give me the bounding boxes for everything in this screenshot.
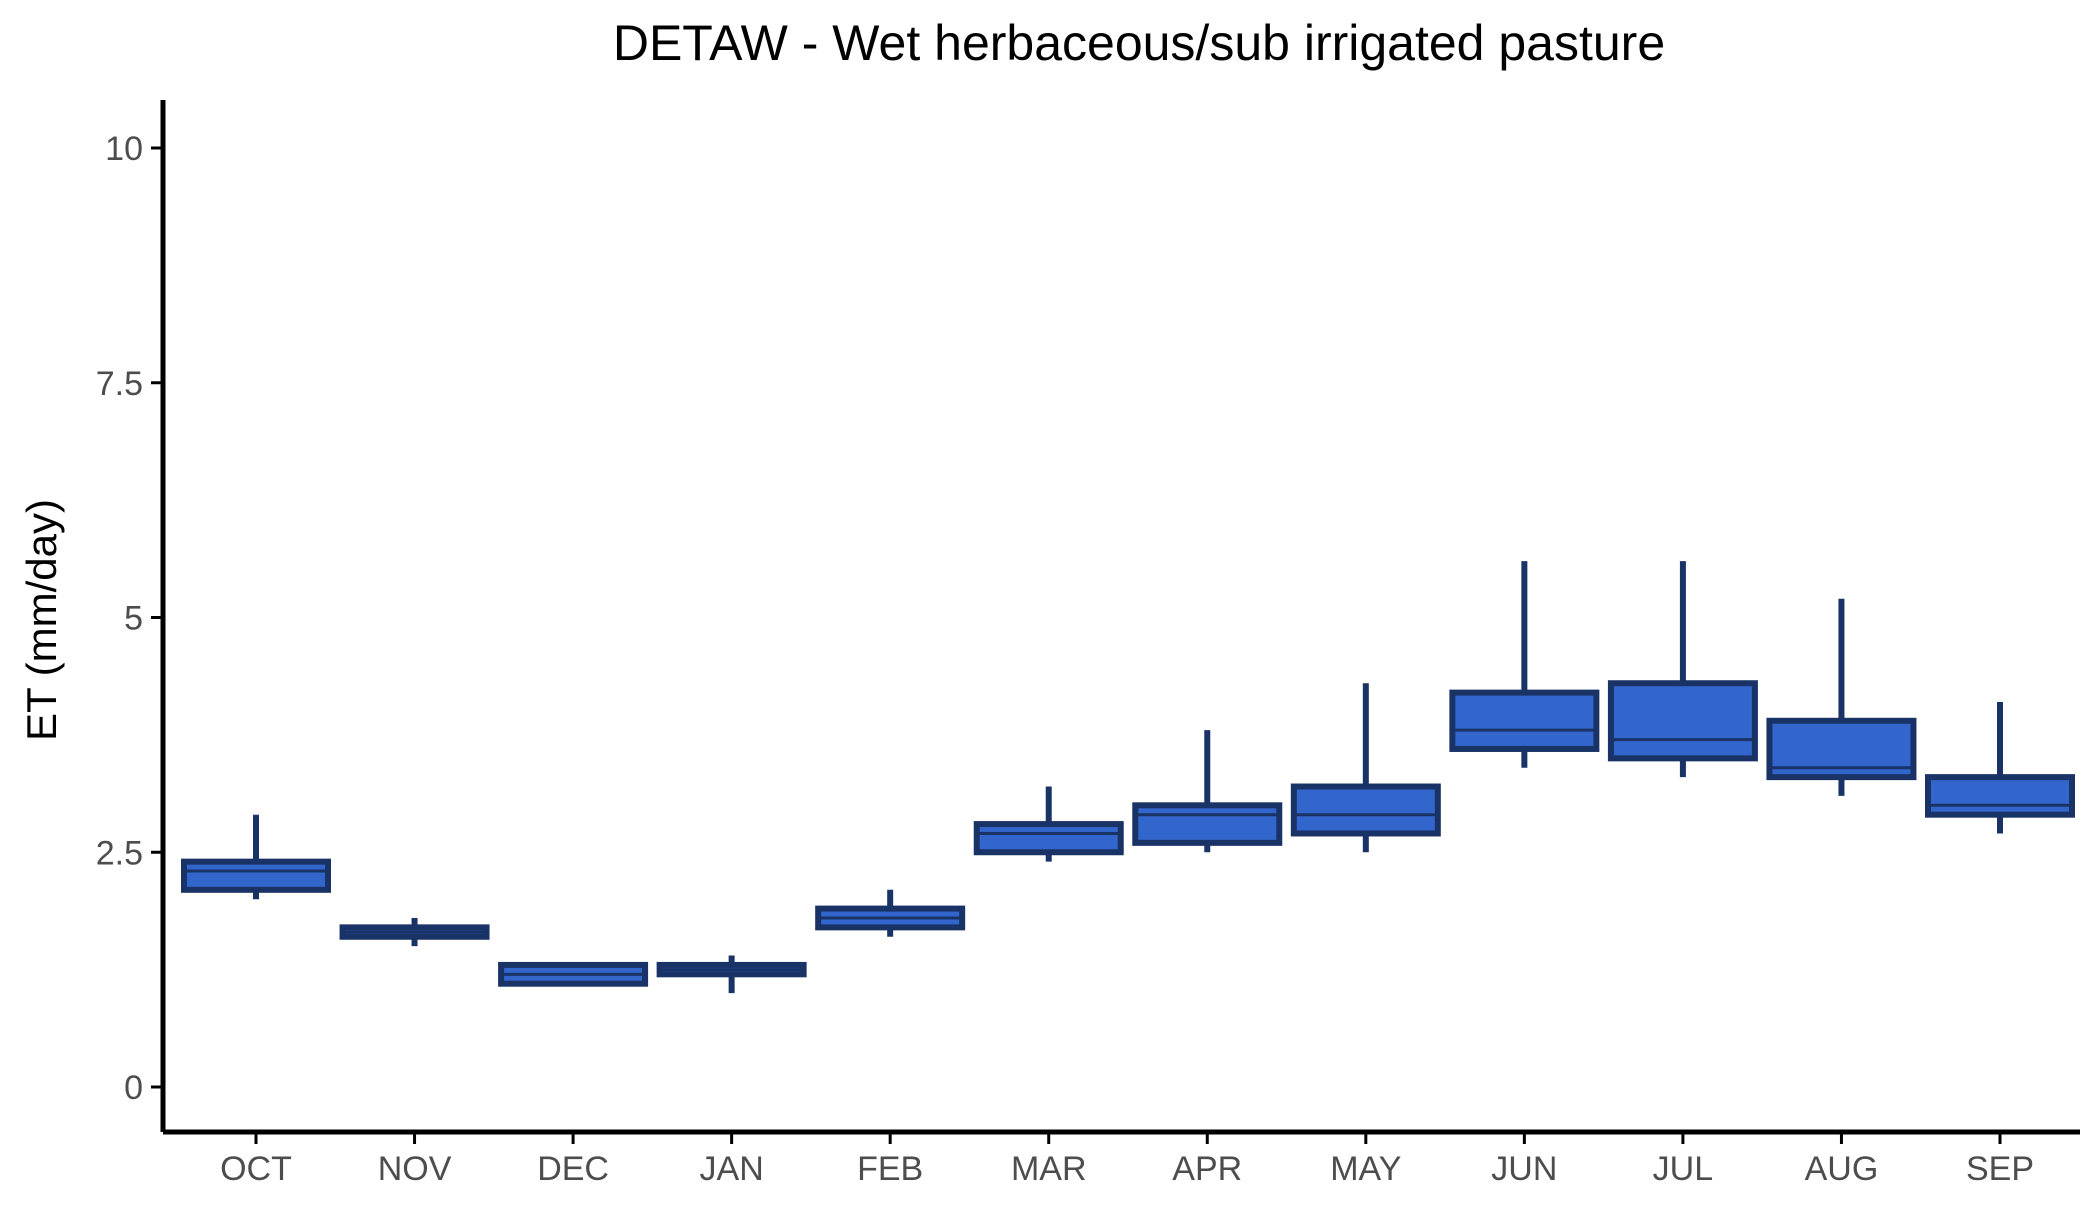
x-tick-label-may: MAY bbox=[1330, 1150, 1401, 1188]
box-mar bbox=[973, 821, 1124, 856]
x-tick-label-jun: JUN bbox=[1491, 1150, 1557, 1188]
y-axis-title: ET (mm/day) bbox=[18, 499, 65, 741]
x-tick-label-aug: AUG bbox=[1805, 1150, 1879, 1188]
box-oct bbox=[181, 858, 331, 893]
box-jun bbox=[1449, 689, 1600, 752]
y-tick-label: 10 bbox=[105, 130, 143, 168]
box-sep bbox=[1925, 774, 2075, 818]
box-jul bbox=[1607, 680, 1758, 762]
x-tick-label-dec: DEC bbox=[537, 1150, 609, 1188]
box-apr bbox=[1132, 802, 1283, 846]
y-tick-label: 5 bbox=[124, 600, 143, 638]
x-tick-label-apr: APR bbox=[1172, 1150, 1242, 1188]
x-tick-label-sep: SEP bbox=[1966, 1150, 2034, 1188]
x-tick-label-nov: NOV bbox=[378, 1150, 452, 1188]
plot-area: 0 2.5 5 7.5 10 OCT NOV DEC JAN FEB MAR APR MAY JUN JUL… bbox=[96, 100, 2080, 1188]
x-tick-label-jan: JAN bbox=[700, 1150, 764, 1188]
y-tick-label: 7.5 bbox=[96, 365, 143, 403]
x-tick-label-feb: FEB bbox=[857, 1150, 923, 1188]
box-may bbox=[1290, 783, 1441, 837]
x-tick-label-mar: MAR bbox=[1011, 1150, 1087, 1188]
chart-title: DETAW - Wet herbaceous/sub irrigated pas… bbox=[613, 15, 1665, 71]
x-tick-label-oct: OCT bbox=[220, 1150, 292, 1188]
y-tick-label: 0 bbox=[124, 1069, 143, 1107]
y-tick-label: 2.5 bbox=[96, 834, 143, 872]
x-tick-label-jul: JUL bbox=[1653, 1150, 1713, 1188]
